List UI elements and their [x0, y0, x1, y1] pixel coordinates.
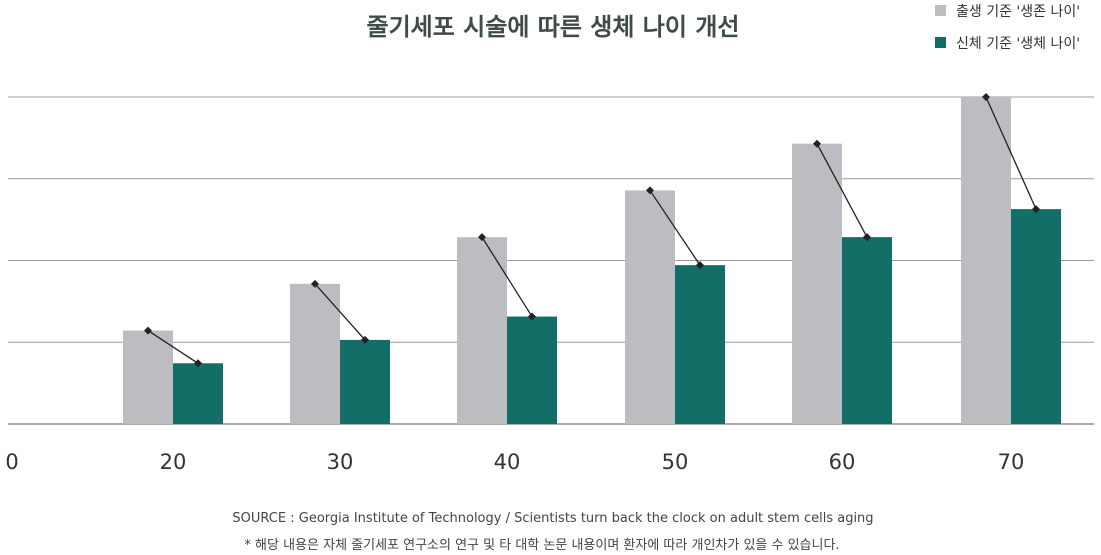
bar-birth-age-50 — [625, 190, 675, 424]
connector-marker-end-20 — [194, 359, 202, 368]
bar-body-age-30 — [340, 339, 390, 424]
legend-label-birth-age: 출생 기준 '생존 나이' — [956, 4, 1080, 20]
source-text: SOURCE : Georgia Institute of Technology… — [232, 511, 873, 526]
connector-marker-end-40 — [528, 312, 536, 321]
connector-marker-start-50 — [646, 186, 654, 195]
x-tick-label-20: 20 — [160, 450, 187, 474]
bar-body-age-50 — [675, 265, 725, 424]
x-tick-label-60: 60 — [829, 450, 856, 474]
legend-label-body-age: 신체 기준 '생체 나이' — [956, 36, 1080, 52]
chart-title: 줄기세포 시술에 따른 생체 나이 개선 — [367, 13, 740, 41]
connector-marker-start-70 — [982, 93, 990, 101]
connector-line-30 — [314, 283, 366, 341]
legend-swatch-body-age — [935, 37, 946, 48]
x-tick-label-70: 70 — [998, 450, 1025, 474]
connector-marker-start-20 — [144, 326, 152, 335]
connector-marker-end-60 — [863, 233, 871, 242]
connector-marker-start-60 — [813, 139, 821, 148]
legend: 출생 기준 '생존 나이' 신체 기준 '생체 나이' — [935, 4, 1080, 52]
connector-marker-end-30 — [361, 335, 369, 344]
connector-line-70 — [985, 96, 1037, 210]
connector-marker-end-50 — [696, 261, 704, 270]
legend-swatch-birth-age — [935, 5, 946, 16]
bar-birth-age-20 — [123, 330, 173, 424]
bar-birth-age-30 — [290, 283, 340, 424]
connector-marker-start-40 — [478, 233, 486, 242]
x-tick-label-30: 30 — [327, 450, 354, 474]
connector-marker-end-70 — [1032, 205, 1040, 214]
connector-line-40 — [481, 236, 533, 317]
bar-birth-age-60 — [792, 143, 842, 424]
connector-lines — [144, 93, 1040, 368]
x-axis-labels: 0 20 30 40 50 60 70 — [5, 450, 1024, 474]
bar-body-age-20 — [173, 363, 223, 424]
x-tick-label-40: 40 — [494, 450, 521, 474]
bar-birth-age-40 — [457, 237, 507, 424]
bar-body-age-40 — [507, 316, 557, 424]
footnote-text: * 해당 내용은 자체 줄기세포 연구소의 연구 및 타 대학 논문 내용이며 … — [244, 538, 839, 553]
bar-birth-age-70 — [961, 97, 1011, 424]
x-tick-label-origin: 0 — [5, 450, 18, 474]
bars — [123, 97, 1061, 424]
connector-line-60 — [816, 143, 868, 238]
bar-body-age-70 — [1011, 209, 1061, 424]
connector-marker-start-30 — [311, 279, 319, 288]
connector-line-50 — [649, 190, 701, 266]
bar-body-age-60 — [842, 237, 892, 424]
connector-line-20 — [147, 330, 199, 364]
x-tick-label-50: 50 — [662, 450, 689, 474]
